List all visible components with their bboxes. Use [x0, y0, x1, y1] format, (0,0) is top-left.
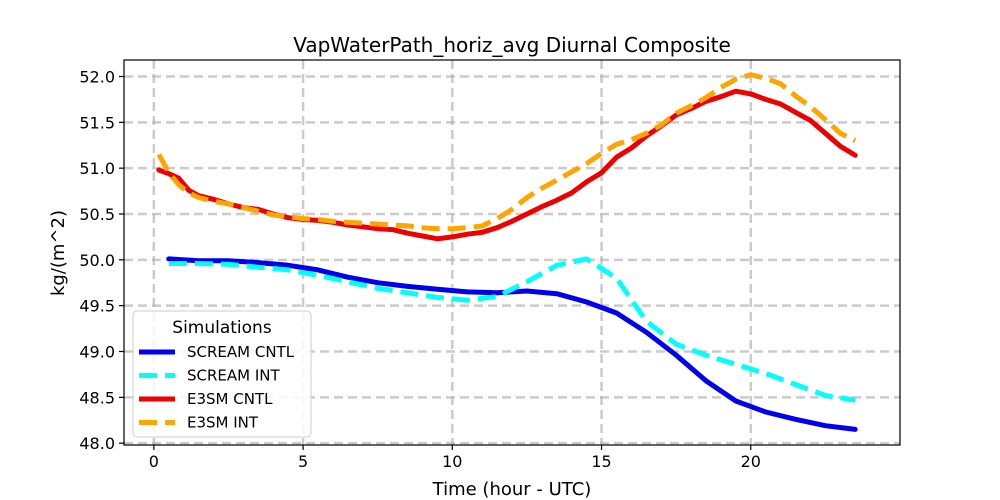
legend-label-scream-cntl: SCREAM CNTL — [187, 343, 295, 361]
y-tick-label: 49.5 — [79, 297, 115, 316]
y-tick-label: 48.0 — [79, 434, 115, 453]
y-tick-label: 51.0 — [79, 159, 115, 178]
y-tick-label: 49.0 — [79, 343, 115, 362]
x-tick-label: 15 — [591, 452, 611, 471]
plot-frame — [123, 59, 901, 446]
tick-layer: 0 5 10 15 20 48.0 48.5 49.0 49.5 50.0 50.5 51.0 51.5… — [79, 68, 761, 472]
legend-label-e3sm-int: E3SM INT — [187, 414, 259, 432]
y-axis-label: kg/(m^2) — [48, 210, 69, 296]
legend-title: Simulations — [172, 318, 272, 338]
y-tick-label: 50.5 — [79, 205, 115, 224]
legend-box — [132, 310, 312, 438]
chart-title: VapWaterPath_horiz_avg Diurnal Composite — [293, 33, 731, 57]
x-tick-label: 10 — [442, 452, 462, 471]
series-layer — [156, 72, 858, 432]
y-tick-label: 50.0 — [79, 251, 115, 270]
legend-items: SCREAM CNTL SCREAM INT E3SM CNTL E3SM INT — [139, 343, 295, 432]
legend: Simulations SCREAM CNTL SCREAM INT E3SM CN… — [132, 310, 312, 438]
y-tick-label: 52.0 — [79, 68, 115, 87]
series-line-scream-int — [168, 256, 856, 403]
x-tick-label: 5 — [298, 452, 308, 471]
x-tick-label: 20 — [741, 452, 761, 471]
y-tick-label: 51.5 — [79, 113, 115, 132]
series-line-e3sm-int — [156, 72, 857, 232]
legend-label-e3sm-cntl: E3SM CNTL — [187, 390, 273, 408]
y-tick-label: 48.5 — [79, 388, 115, 407]
x-tick-label: 0 — [149, 452, 159, 471]
legend-label-scream-int: SCREAM INT — [187, 367, 281, 385]
x-axis-label: Time (hour - UTC) — [432, 479, 592, 500]
